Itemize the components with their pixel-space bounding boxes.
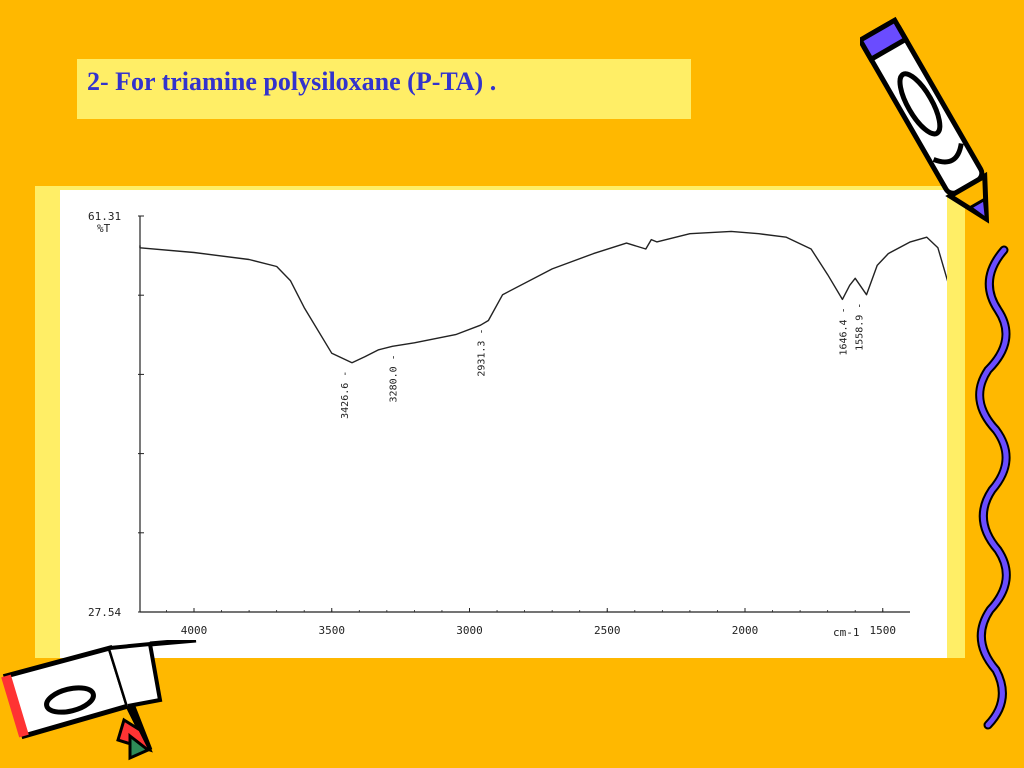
peak-label: 1646.4 - bbox=[838, 307, 849, 355]
squiggle-decoration-icon bbox=[975, 245, 1011, 730]
ir-spectrum-chart: 61.3127.54400035003000250020001500100050… bbox=[60, 190, 1024, 658]
pencil-top-right-icon bbox=[860, 16, 990, 224]
peak-label: 3280.0 - bbox=[388, 354, 399, 402]
x-tick-label: 4000 bbox=[181, 624, 208, 637]
y-tick-label: 61.31 bbox=[88, 210, 121, 223]
chart-axes: 61.3127.54400035003000250020001500100050… bbox=[88, 210, 1024, 637]
chart-plot-area: 3426.6 - 3280.0 - 2931.3 - 1646.4 - 1558.9 -… bbox=[139, 230, 1024, 644]
peak-label: 3426.6 - bbox=[340, 371, 351, 419]
peak-label: 2931.3 - bbox=[476, 329, 487, 377]
y-tick-label: 27.54 bbox=[88, 606, 121, 619]
peak-label: 1558.9 - bbox=[855, 303, 866, 351]
pencil-bottom-left-icon bbox=[1, 640, 197, 761]
x-tick-label: 2000 bbox=[732, 624, 759, 637]
x-tick-label: 2500 bbox=[594, 624, 621, 637]
slide-title: 2- For triamine polysiloxane (P-TA) . bbox=[87, 67, 497, 96]
x-axis-label: cm-1 bbox=[833, 626, 860, 639]
x-tick-label: 3000 bbox=[456, 624, 483, 637]
slide-title-box: 2- For triamine polysiloxane (P-TA) . bbox=[77, 59, 691, 119]
y-axis-label: %T bbox=[97, 222, 111, 235]
x-tick-label: 3500 bbox=[319, 624, 346, 637]
spectrum-line bbox=[139, 230, 1024, 589]
x-tick-label: 1500 bbox=[870, 624, 897, 637]
chart-svg: 61.3127.54400035003000250020001500100050… bbox=[88, 210, 1024, 644]
